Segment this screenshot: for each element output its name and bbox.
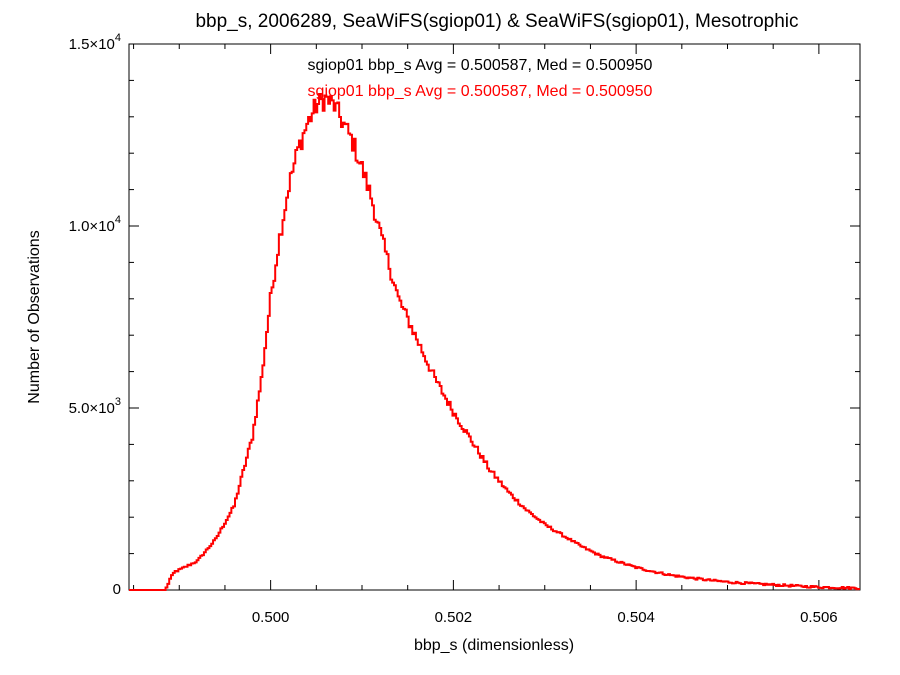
x-tick-label: 0.506 [800,609,838,626]
chart-title: bbp_s, 2006289, SeaWiFS(sgiop01) & SeaWi… [195,11,798,32]
x-tick-label: 0.500 [252,609,290,626]
y-tick-label: 1.0×104 [69,214,121,235]
y-tick-label: 5.0×103 [69,396,121,417]
axis-ticks [129,43,860,591]
y-tick-label: 0 [113,581,121,598]
histogram-series-line [129,93,860,591]
annotation-red: sgiop01 bbp_s Avg = 0.500587, Med = 0.50… [308,83,653,100]
plot-frame [128,43,861,591]
annotation-black: sgiop01 bbp_s Avg = 0.500587, Med = 0.50… [308,57,653,74]
x-tick-label: 0.502 [435,609,473,626]
y-tick-label: 1.5×104 [69,32,121,53]
x-tick-labels: 0.500 0.502 0.504 0.506 [252,609,838,626]
x-tick-label: 0.504 [617,609,655,626]
y-tick-labels: 0 5.0×103 1.0×104 1.5×104 [69,32,121,598]
y-axis-label: Number of Observations [26,230,43,403]
x-axis-label: bbp_s (dimensionless) [414,637,574,654]
